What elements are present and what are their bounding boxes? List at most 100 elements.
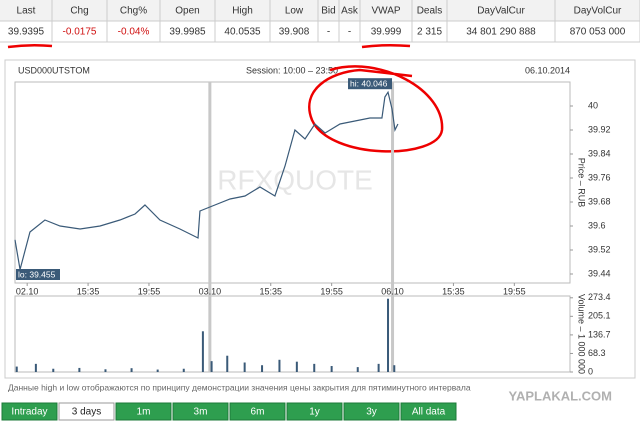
x-tick-label: 15:35 (442, 286, 465, 296)
tab[interactable] (58, 402, 115, 421)
x-tick-label: 19:55 (320, 286, 343, 296)
tab-label[interactable]: 3 days (72, 407, 101, 418)
tab[interactable] (229, 402, 286, 421)
volume-bar (261, 365, 264, 372)
x-tick-label: 15:35 (77, 286, 100, 296)
y-tick-label: 39.68 (588, 196, 611, 206)
y-tick-label: 273.4 (588, 292, 611, 302)
date: 06.10.2014 (525, 65, 570, 75)
tab[interactable] (400, 402, 457, 421)
tab-label[interactable]: 3m (194, 407, 208, 418)
column-header: DayValCur (477, 6, 525, 17)
volume-bar (52, 368, 55, 372)
red-circle (308, 65, 444, 153)
cell: 34 801 290 888 (466, 27, 536, 38)
session: Session: 10:00 – 23:50 (246, 65, 338, 75)
volume-bar (313, 363, 316, 372)
column-header: Chg% (120, 6, 147, 17)
tab-label[interactable]: 1m (137, 407, 151, 418)
table-header-bg (0, 0, 640, 21)
volume-bar (201, 331, 204, 372)
annotation: hi: 40.046 (350, 78, 388, 88)
cell: 870 053 000 (570, 27, 626, 38)
y-tick-label: 39.52 (588, 244, 611, 254)
volume-bar (356, 367, 359, 372)
volume-bar (243, 362, 246, 372)
volume-bar (295, 361, 298, 372)
volume-bar (330, 366, 333, 372)
y-tick-label: 136.7 (588, 329, 611, 339)
tab-label[interactable]: Intraday (11, 407, 47, 418)
site-watermark: YAPLAKAL.COM (508, 388, 612, 403)
cell: -0.0175 (63, 27, 97, 38)
column-header: VWAP (371, 6, 400, 17)
volume-bar (377, 363, 380, 372)
y-tick-label: 39.44 (588, 268, 611, 278)
cell: -0.04% (118, 27, 150, 38)
y-tick-label: 39.84 (588, 148, 611, 158)
x-tick-label: 15:35 (259, 286, 282, 296)
column-header: Bid (321, 6, 335, 17)
annotation-box (16, 269, 60, 280)
tab-label[interactable]: 6m (251, 407, 265, 418)
chart-panel (4, 59, 636, 379)
y-tick-label: 39.92 (588, 124, 611, 134)
x-tick-label: 19:55 (138, 286, 161, 296)
y-tick-label: 40 (588, 100, 598, 110)
volume-bar (226, 355, 229, 372)
volume-bar (15, 366, 18, 372)
volume-bar (393, 365, 396, 372)
price-line (14, 90, 399, 270)
volume-bar (387, 298, 390, 372)
cell: 39.9985 (169, 27, 206, 38)
x-tick-label: 06.10 (381, 286, 404, 296)
column-header: Open (175, 6, 199, 17)
tab[interactable] (115, 402, 172, 421)
cell: 40.0535 (224, 27, 261, 38)
volume-bar (78, 367, 81, 372)
y-tick-label: 68.3 (588, 348, 606, 358)
column-header: High (232, 6, 253, 17)
cell: 39.999 (371, 27, 402, 38)
tab[interactable] (343, 402, 400, 421)
y-axis-label: Price – RUB (577, 158, 587, 208)
y-tick-label: 39.76 (588, 172, 611, 182)
volume-bar (34, 363, 37, 372)
column-header: Deals (417, 6, 443, 17)
ticker: USD000UTSTOM (18, 65, 90, 75)
cell: 2 315 (417, 27, 442, 38)
tab[interactable] (172, 402, 229, 421)
column-header: Low (285, 6, 304, 17)
cell: 39.9395 (8, 27, 45, 38)
volume-plot-frame (14, 295, 571, 373)
tab-label[interactable]: All data (412, 407, 446, 418)
tab-label[interactable]: 1y (309, 407, 320, 418)
watermark: RFXQUOTE (217, 164, 373, 195)
price-plot-frame (14, 81, 571, 284)
column-header: Chg (70, 6, 88, 17)
y-tick-label: 39.6 (588, 220, 606, 230)
volume-bar (130, 368, 133, 372)
annotation-box (348, 78, 393, 90)
cell: - (348, 27, 351, 38)
tab[interactable] (1, 402, 58, 421)
volume-bar (156, 369, 159, 372)
red-underline (7, 43, 53, 49)
volume-bar (182, 368, 185, 372)
tab-label[interactable]: 3y (366, 407, 377, 418)
volume-bar (278, 359, 281, 372)
y-tick-label: 0 (588, 366, 593, 376)
column-header: Ask (341, 6, 359, 17)
cell: - (327, 27, 330, 38)
column-header: DayVolCur (574, 6, 622, 17)
x-tick-label: 03.10 (199, 286, 222, 296)
x-tick-label: 02.10 (16, 286, 39, 296)
volume-bar (210, 361, 213, 372)
x-tick-label: 19:55 (503, 286, 526, 296)
tab[interactable] (286, 402, 343, 421)
red-underline (361, 43, 411, 49)
volume-bar (104, 369, 107, 372)
column-header: Last (17, 6, 36, 17)
y-axis-label: Volume – 1 000 000 (577, 294, 587, 374)
